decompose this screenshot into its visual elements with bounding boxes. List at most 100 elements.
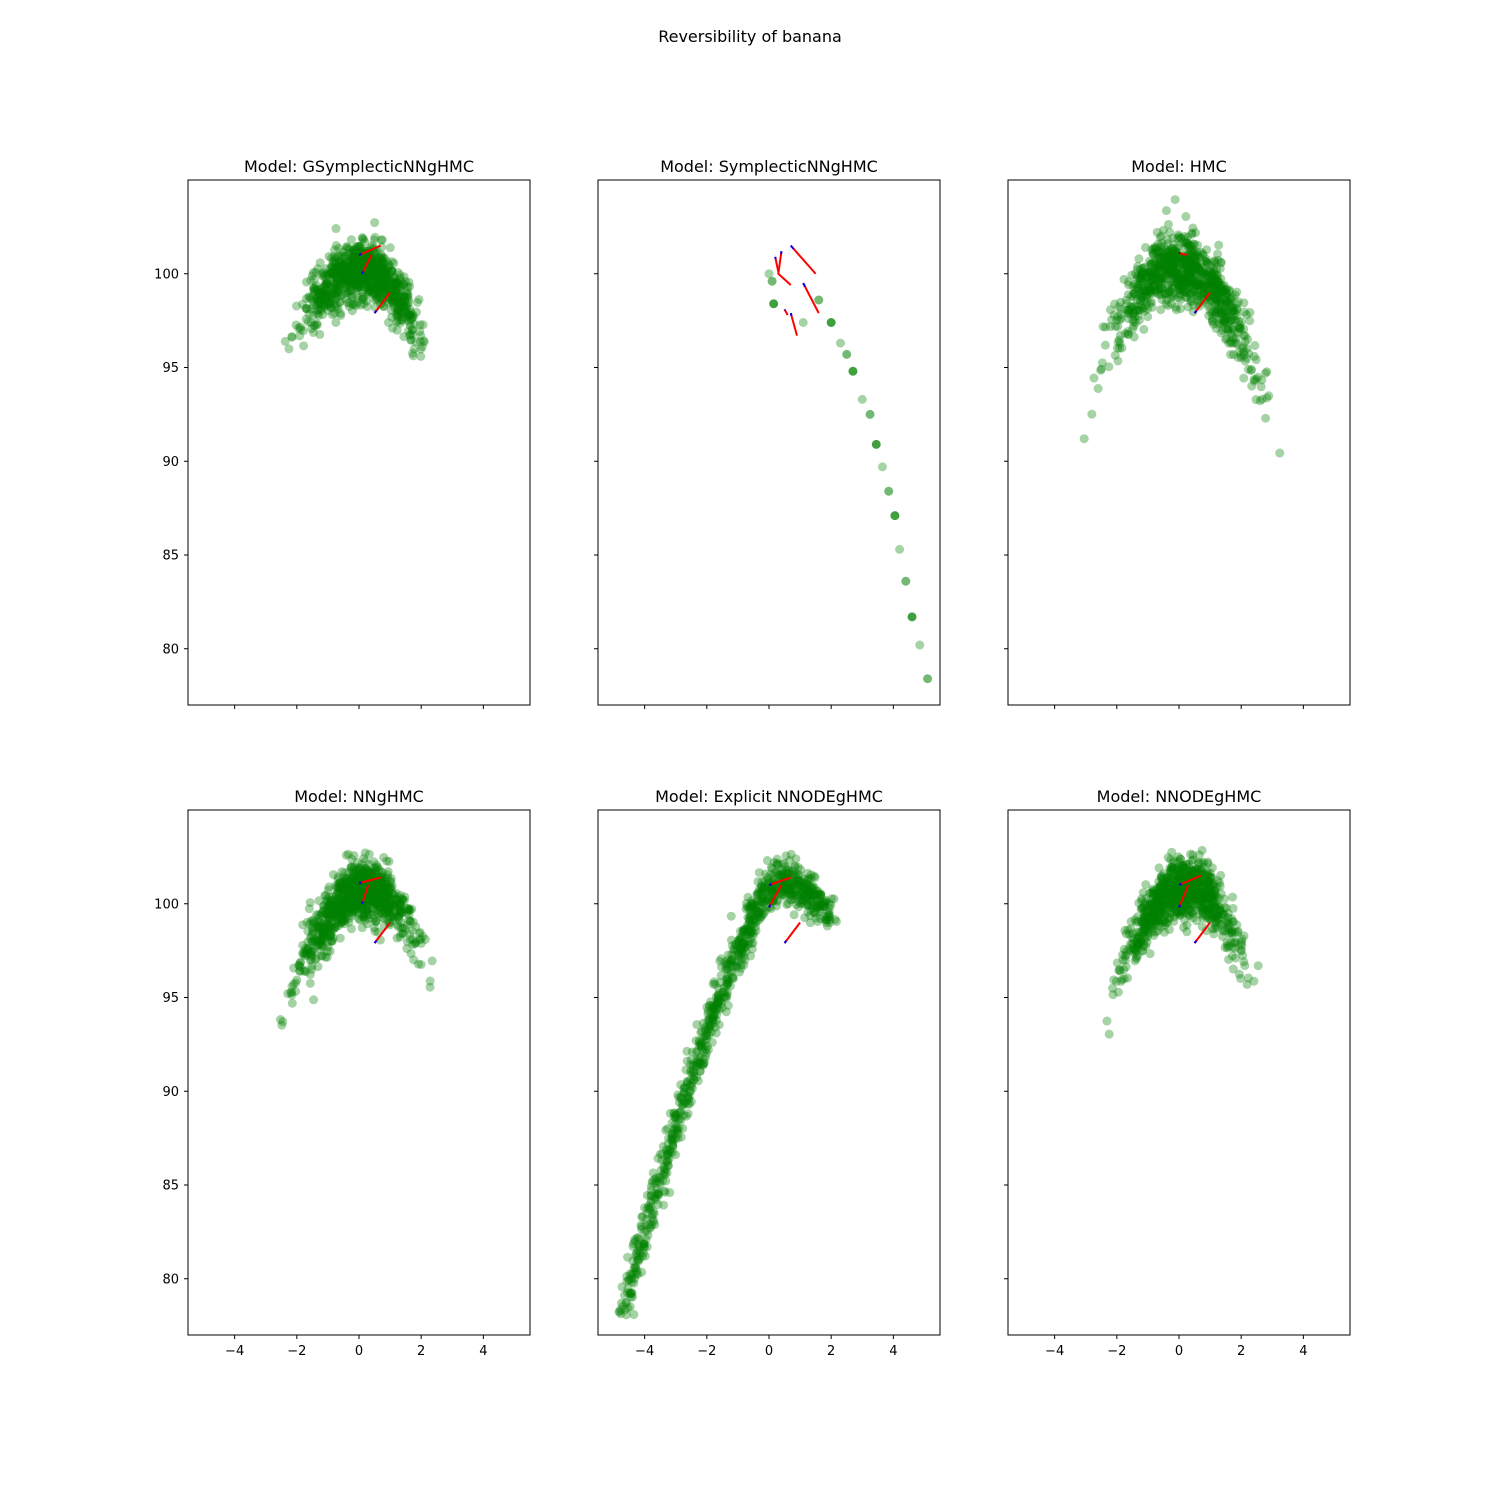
scatter-point [1186, 267, 1196, 277]
scatter-point [811, 889, 821, 899]
scatter-point [665, 1108, 675, 1118]
scatter-point [742, 923, 752, 933]
scatter-point [1147, 302, 1157, 312]
scatter-point [344, 876, 354, 886]
scatter-point [1157, 238, 1167, 248]
scatter-point [342, 274, 352, 284]
scatter-point [342, 888, 352, 898]
scatter-point [379, 287, 389, 297]
scatter-point [384, 287, 394, 297]
scatter-point [1202, 271, 1212, 281]
scatter-point [1148, 901, 1158, 911]
scatter-point [1159, 272, 1169, 282]
scatter-point [399, 332, 409, 342]
scatter-point [633, 1255, 643, 1265]
scatter-point [1129, 316, 1139, 326]
scatter-point [346, 886, 356, 896]
scatter-point [378, 253, 388, 263]
scatter-point [307, 271, 317, 281]
scatter-point [323, 909, 333, 919]
scatter-point [742, 920, 752, 930]
scatter-point [715, 978, 725, 988]
scatter-point [371, 294, 381, 304]
scatter-point [346, 899, 356, 909]
scatter-point [1202, 269, 1212, 279]
scatter-point [371, 275, 381, 285]
scatter-point [359, 853, 369, 863]
scatter-point [349, 901, 359, 911]
scatter-point [338, 252, 348, 262]
scatter-point [1218, 926, 1228, 936]
scatter-point [779, 858, 789, 868]
scatter-point [341, 272, 351, 282]
scatter-point [1215, 878, 1225, 888]
scatter-point [1255, 396, 1265, 406]
scatter-point [316, 951, 326, 961]
scatter-point [383, 870, 393, 880]
scatter-point [387, 257, 397, 267]
scatter-point [352, 262, 362, 272]
scatter-point [334, 288, 344, 298]
scatter-point [1113, 322, 1123, 332]
scatter-point [307, 925, 317, 935]
scatter-point [746, 927, 756, 937]
scatter-point [798, 889, 808, 899]
scatter-point [376, 259, 386, 269]
scatter-point [1155, 255, 1165, 265]
scatter-point [353, 883, 363, 893]
scatter-point [1179, 253, 1189, 263]
scatter-point [351, 874, 361, 884]
scatter-point [331, 293, 341, 303]
scatter-point [1169, 261, 1179, 271]
scatter-point [362, 279, 372, 289]
scatter-point [345, 894, 355, 904]
scatter-point [356, 254, 366, 264]
scatter-point [375, 278, 385, 288]
scatter-point [1262, 367, 1272, 377]
scatter-point [392, 293, 402, 303]
scatter-point [314, 939, 324, 949]
scatter-point [305, 978, 315, 988]
scatter-point [370, 218, 380, 228]
scatter-point [1226, 928, 1236, 938]
scatter-point [382, 905, 392, 915]
scatter-point [344, 266, 354, 276]
scatter-point [354, 259, 364, 269]
scatter-point [342, 261, 352, 271]
scatter-point [343, 890, 353, 900]
scatter-point [1194, 877, 1204, 887]
scatter-point [757, 881, 767, 891]
scatter-point [746, 921, 756, 931]
scatter-point [638, 1251, 648, 1261]
scatter-point [1192, 248, 1202, 258]
scatter-point [368, 888, 378, 898]
y-tick-label: 90 [162, 1085, 179, 1100]
scatter-point [398, 895, 408, 905]
scatter-point [351, 284, 361, 294]
scatter-point [723, 955, 733, 965]
scatter-point [1204, 888, 1214, 898]
scatter-point [385, 243, 395, 253]
scatter-point [308, 936, 318, 946]
scatter-point [737, 932, 747, 942]
scatter-point [738, 926, 748, 936]
scatter-point [803, 873, 813, 883]
scatter-point [1139, 928, 1149, 938]
scatter-point [305, 898, 315, 908]
scatter-point [280, 336, 290, 346]
scatter-point [1202, 258, 1212, 268]
scatter-point [821, 915, 831, 925]
x-tick-label: −4 [1045, 1344, 1064, 1359]
scatter-point [1137, 903, 1147, 913]
scatter-point [1182, 277, 1192, 287]
scatter-point [1120, 951, 1130, 961]
scatter-point [1155, 283, 1165, 293]
scatter-point [804, 888, 814, 898]
scatter-point [324, 251, 334, 261]
scatter-point [342, 277, 352, 287]
scatter-point [1184, 262, 1194, 272]
scatter-point [646, 1191, 656, 1201]
scatter-point [369, 268, 379, 278]
scatter-point [1206, 277, 1216, 287]
scatter-point [376, 274, 386, 284]
